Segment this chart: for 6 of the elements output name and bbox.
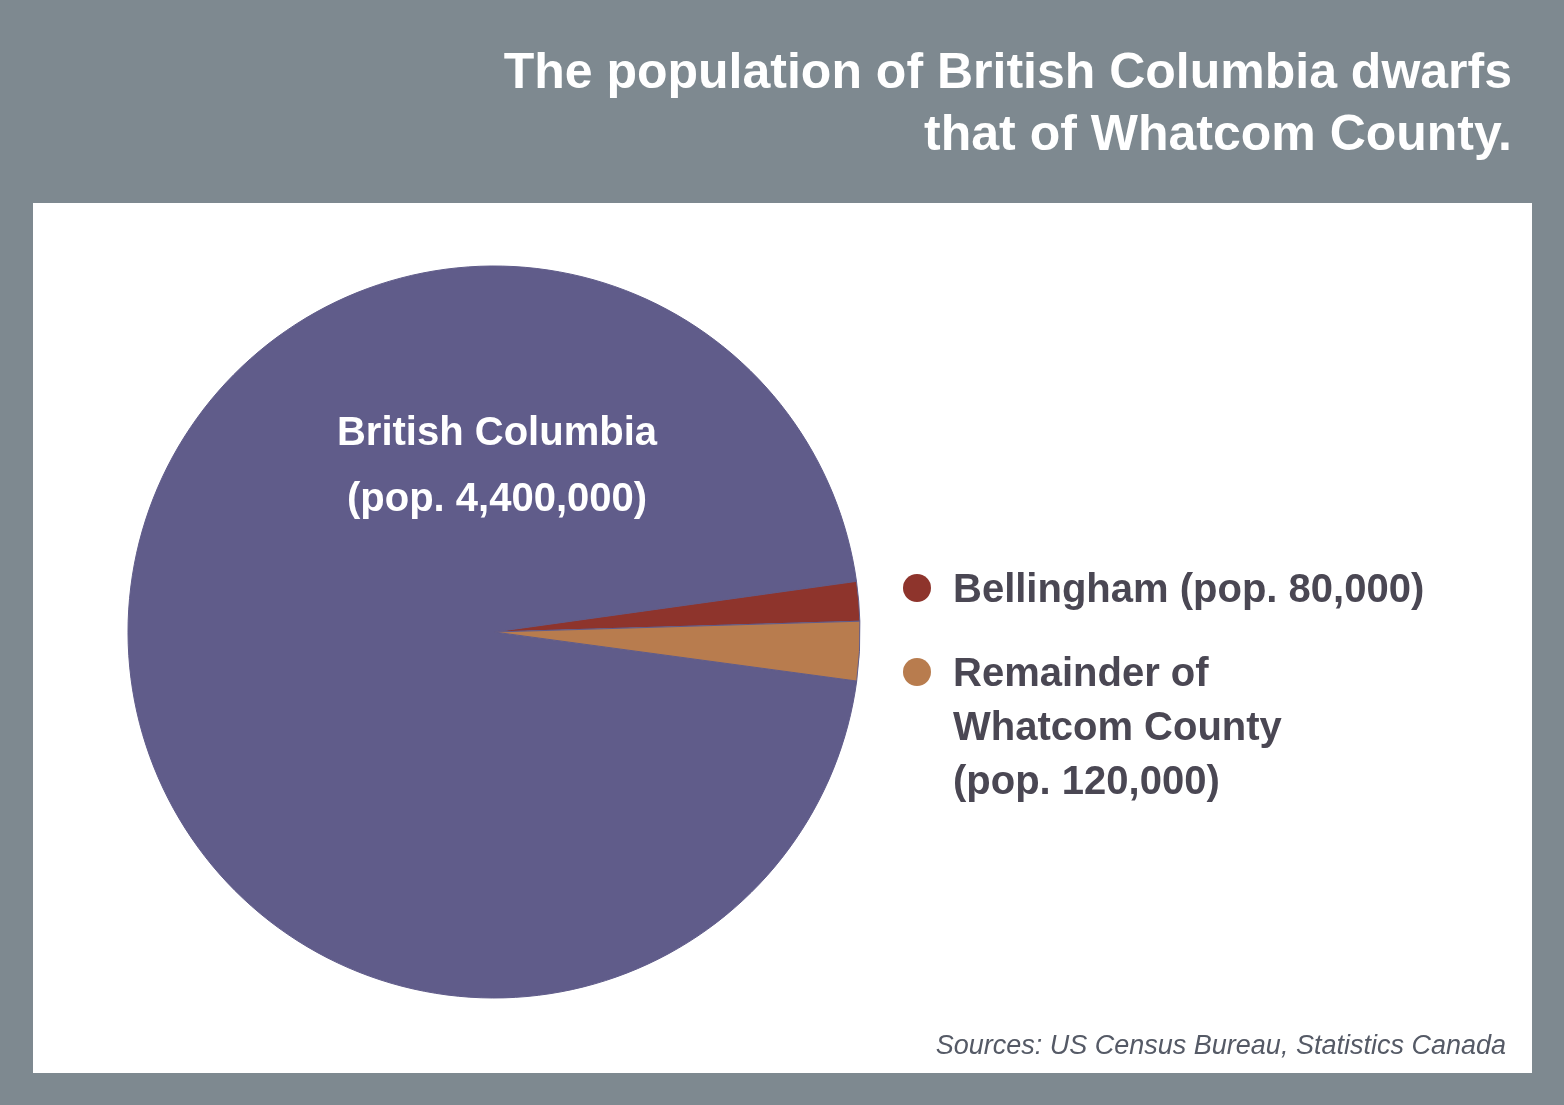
legend-label: Remainder of Whatcom County (pop. 120,000): [953, 650, 1283, 802]
slice-label: British Columbia (pop. 4,400,000): [336, 409, 658, 519]
source-note: Sources: US Census Bureau, Statistics Canada: [935, 1030, 1506, 1060]
chart-title: The population of British Columbia dwarfs that of Whatcom County.: [503, 43, 1512, 161]
pie-slice: [128, 265, 858, 999]
legend-label: Bellingham (pop. 80,000): [953, 566, 1425, 610]
